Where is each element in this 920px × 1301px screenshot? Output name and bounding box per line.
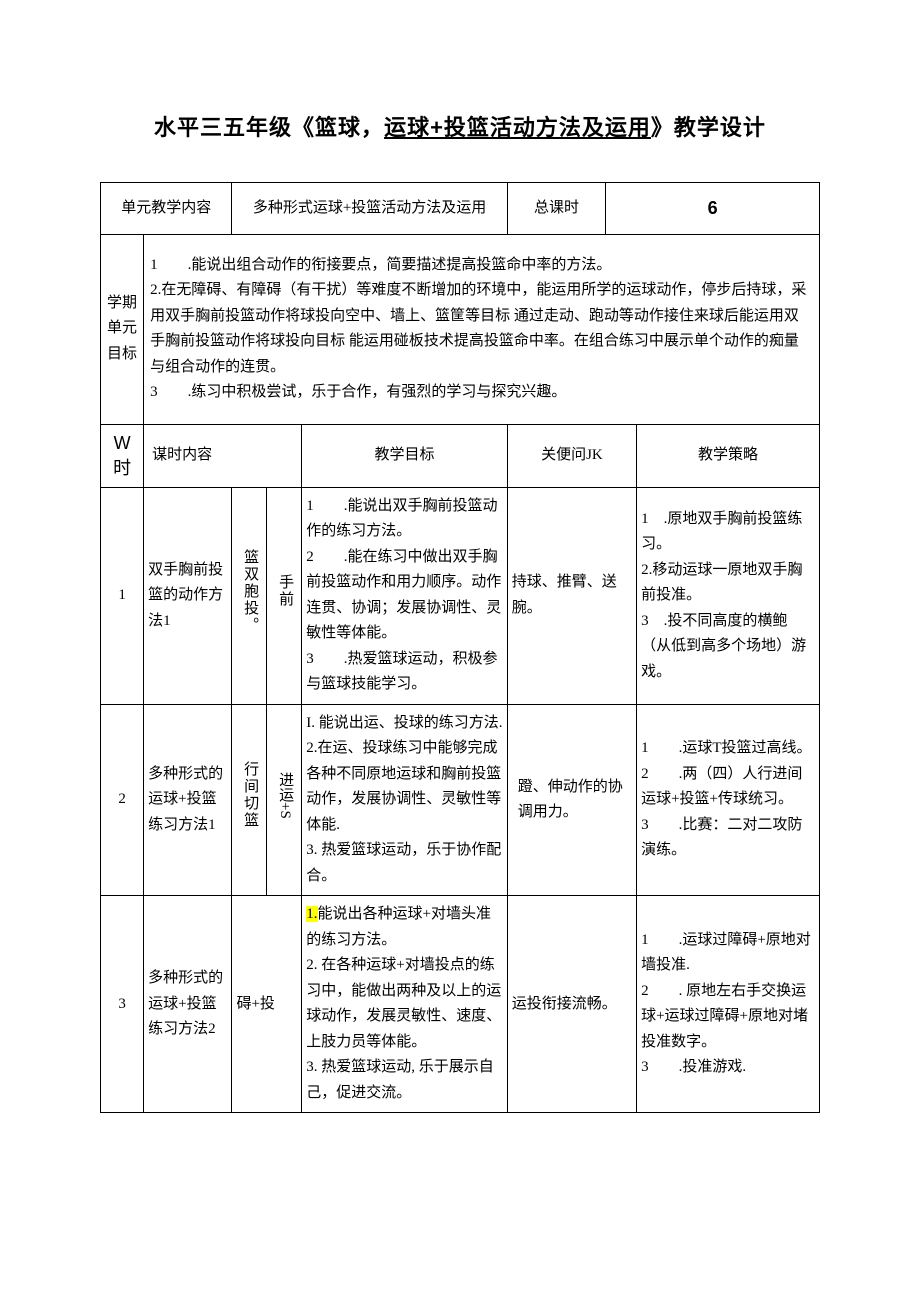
lesson-goal: 1.能说出各种运球+对墙头准的练习方法。 2. 在各种运球+对墙投点的练习中，能… xyxy=(302,896,507,1113)
lesson-content-main: 多种形式的运球+投篮练习方法2 xyxy=(144,896,232,1113)
title-prefix: 水平三五年级《篮球， xyxy=(154,115,384,140)
col-w-header: W 时 xyxy=(101,424,144,487)
lesson-content-sub2: 进运+S xyxy=(267,704,302,896)
table-row: 2 多种形式的运球+投篮练习方法1 行间切篮 进运+S I. 能说出运、投球的练… xyxy=(101,704,820,896)
col-key-header: 关便问JK xyxy=(507,424,636,487)
lesson-strategy: 1 .运球T投篮过高线。 2 .两（四）人行进间运球+投篮+传球统习。 3 .比… xyxy=(637,704,820,896)
lesson-strategy: 1 .原地双手胸前投篮练习。 2.移动运球一原地双手胸前投准。 3 .投不同高度… xyxy=(637,487,820,704)
lesson-num: 1 xyxy=(101,487,144,704)
col-goal-header: 教学目标 xyxy=(302,424,507,487)
table-row: 1 双手胸前投篮的动作方法1 篮双胞投。 手前 1 .能说出双手胸前投篮动作的练… xyxy=(101,487,820,704)
lesson-goal: 1 .能说出双手胸前投篮动作的练习方法。 2 .能在练习中做出双手胸前投篮动作和… xyxy=(302,487,507,704)
lesson-content-main: 多种形式的运球+投篮练习方法1 xyxy=(144,704,232,896)
lesson-content-main: 双手胸前投篮的动作方法1 xyxy=(144,487,232,704)
lesson-content-sub2: 手前 xyxy=(267,487,302,704)
lesson-strategy: 1 .运球过障碍+原地对墙投准. 2 . 原地左右手交换运球+运球过障碍+原地对… xyxy=(637,896,820,1113)
goal-highlight: 1. xyxy=(306,906,317,922)
lesson-content-sub: 碍+投 xyxy=(232,896,302,1113)
table-row: 3 多种形式的运球+投篮练习方法2 碍+投 1.能说出各种运球+对墙头准的练习方… xyxy=(101,896,820,1113)
term-goal-text: 1 .能说出组合动作的衔接要点，简要描述提高投篮命中率的方法。 2.在无障碍、有… xyxy=(144,234,820,424)
lesson-key: 持球、推臂、送腕。 xyxy=(507,487,636,704)
lesson-key: 蹬、伸动作的协调用力。 xyxy=(507,704,636,896)
col-strategy-header: 教学策略 xyxy=(637,424,820,487)
lesson-goal: I. 能说出运、投球的练习方法. 2.在运、投球练习中能够完成各种不同原地运球和… xyxy=(302,704,507,896)
lesson-num: 2 xyxy=(101,704,144,896)
title-underline: 运球+投篮活动方法及运用 xyxy=(384,115,651,140)
total-lessons-label: 总课时 xyxy=(507,183,606,235)
lesson-key: 运投衔接流畅。 xyxy=(507,896,636,1113)
unit-content-label: 单元教学内容 xyxy=(101,183,232,235)
curriculum-table: 单元教学内容 多种形式运球+投篮活动方法及运用 总课时 6 学期单元目标 1 .… xyxy=(100,182,820,1113)
term-goal-label: 学期单元目标 xyxy=(101,234,144,424)
unit-content-value: 多种形式运球+投篮活动方法及运用 xyxy=(232,183,507,235)
col-lesson-content-header: 谋时内容 xyxy=(144,424,302,487)
title-suffix: 》教学设计 xyxy=(651,115,766,140)
page-title: 水平三五年级《篮球，运球+投篮活动方法及运用》教学设计 xyxy=(100,110,820,142)
lesson-num: 3 xyxy=(101,896,144,1113)
lesson-content-sub: 行间切篮 xyxy=(232,704,267,896)
total-lessons-value: 6 xyxy=(606,183,820,235)
lesson-content-sub: 篮双胞投。 xyxy=(232,487,267,704)
